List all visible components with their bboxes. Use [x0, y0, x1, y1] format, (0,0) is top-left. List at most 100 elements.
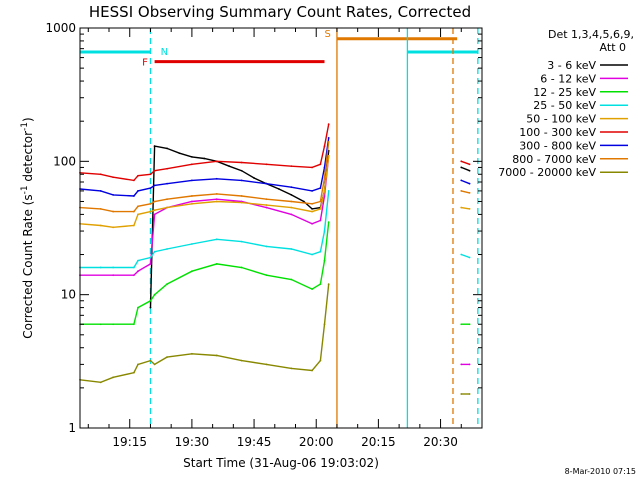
series-6-point: [311, 190, 313, 192]
series-8-point: [153, 363, 156, 366]
series-6-point: [112, 194, 115, 196]
series-8-point: [327, 283, 330, 286]
series-1-point: [311, 222, 313, 225]
series-5-point: [319, 163, 322, 166]
x-tick-label: 19:15: [112, 435, 147, 449]
series-8-point: [112, 376, 115, 379]
series-6-point: [265, 182, 268, 185]
series-8-point: [311, 369, 313, 372]
series-post-3: [461, 166, 470, 172]
legend-label: 7000 - 20000 keV: [498, 166, 596, 179]
flag-label-F: F: [142, 58, 148, 69]
series-5-point: [137, 174, 139, 177]
series-4-point: [190, 202, 193, 205]
series-7-point: [153, 200, 156, 203]
legend-label: 12 - 25 keV: [533, 86, 596, 99]
series-0-point: [178, 152, 181, 155]
series-7-point: [166, 198, 168, 201]
series-post-4-point: [460, 206, 463, 209]
series-1-point: [112, 274, 115, 277]
x-tick-label: 19:45: [237, 435, 272, 449]
series-post-4: [461, 206, 470, 210]
series-6-point: [323, 166, 326, 169]
series-0-point: [190, 155, 193, 158]
series-6-point: [215, 177, 218, 180]
series-1-point: [319, 219, 322, 222]
legend-label: 50 - 100 keV: [526, 113, 596, 126]
series-1: [80, 155, 330, 276]
series-8-point: [190, 352, 193, 355]
series-post-6-point: [468, 323, 471, 326]
legend-label: 6 - 12 keV: [540, 72, 596, 85]
series-8-point: [166, 356, 168, 359]
series-2-point: [112, 323, 115, 326]
series-4-point: [215, 200, 218, 203]
series-5-point: [99, 173, 102, 176]
series-3-point: [240, 240, 243, 243]
series-4-point: [311, 210, 313, 213]
series-5-point: [153, 169, 156, 172]
series-4-point: [112, 226, 115, 229]
series-post-1: [461, 179, 470, 185]
series-2-point: [153, 293, 156, 296]
series-0-point: [302, 200, 305, 203]
series-3-point: [190, 243, 193, 245]
series-2-point: [166, 283, 168, 286]
series-1-point: [132, 274, 135, 277]
series-5-point: [240, 161, 243, 164]
series-7-point: [327, 140, 330, 143]
series-post-3-point: [460, 166, 463, 169]
series-8-point: [99, 381, 102, 384]
series-post-3-point: [468, 169, 471, 172]
series-1-point: [290, 213, 293, 216]
series-5-point: [166, 167, 168, 170]
flags-layer: N F S: [80, 29, 478, 69]
series-7-point: [112, 210, 115, 213]
series-6-point: [240, 179, 243, 182]
series-0-point: [228, 165, 231, 168]
legend-label: 3 - 6 keV: [547, 59, 596, 72]
series-3-point: [327, 190, 330, 192]
series-5-point: [112, 176, 115, 179]
series-8-point: [290, 367, 293, 370]
series-7-point: [149, 202, 152, 205]
series-post-4-point: [468, 207, 471, 210]
x-tick-label: 20:15: [361, 435, 396, 449]
x-tick-label: 19:30: [175, 435, 210, 449]
series-post-1-point: [460, 179, 463, 182]
series-2-point: [319, 283, 322, 286]
series-post-2-point: [460, 190, 463, 192]
series-0-point: [290, 194, 293, 196]
series-8-point: [132, 371, 135, 374]
series-post-8-point: [460, 393, 463, 395]
series-post-0-point: [468, 163, 471, 166]
y-tick-labels: 1 10 100 1000: [45, 21, 76, 435]
series-6-point: [149, 187, 152, 189]
series-3-point: [290, 248, 293, 250]
series-post-7-point: [468, 363, 471, 366]
series-0-point: [166, 147, 168, 150]
series-2-point: [132, 323, 135, 326]
series-3-point: [112, 266, 115, 269]
series-4-point: [319, 207, 322, 210]
series-5-point: [215, 160, 218, 163]
series-6-point: [99, 190, 102, 192]
series-7-point: [240, 195, 243, 197]
series-5-point: [265, 163, 268, 166]
flag-label-S: S: [325, 29, 331, 40]
series-7-point: [99, 207, 102, 210]
series-7-point: [190, 195, 193, 197]
series-6-point: [137, 190, 139, 192]
series-1-point: [190, 200, 193, 203]
series-5: [79, 124, 330, 182]
series-post-1-point: [468, 182, 471, 185]
series-post-5-point: [460, 253, 463, 256]
series-8-point: [137, 363, 139, 366]
series-8-point: [323, 323, 326, 326]
series-5-point: [290, 165, 293, 168]
series-7-point: [311, 202, 313, 205]
series-2-point: [240, 266, 243, 269]
legend-label: 100 - 300 keV: [519, 126, 596, 139]
series-2-point: [323, 259, 326, 262]
